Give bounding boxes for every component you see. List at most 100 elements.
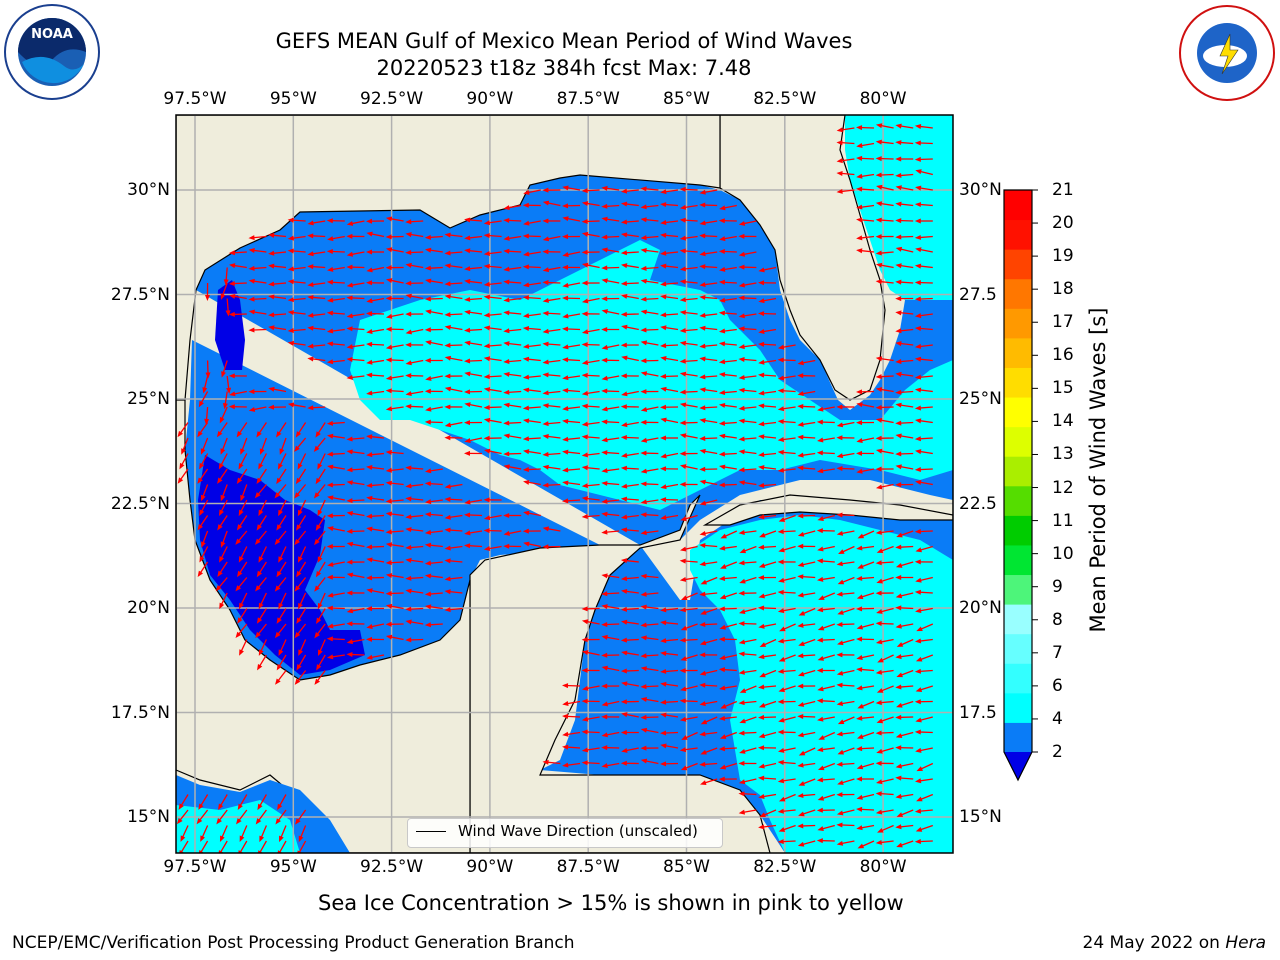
wind-wave-arrowhead — [346, 221, 354, 226]
wind-wave-arrowhead — [699, 189, 706, 195]
wind-wave-arrowhead — [836, 591, 843, 597]
wind-wave-arrowhead — [366, 526, 373, 532]
wind-wave-arrowhead — [179, 462, 185, 470]
wind-wave-arrowhead — [298, 835, 304, 843]
wind-wave-arrowhead — [405, 575, 412, 581]
wind-wave-arrowhead — [444, 355, 452, 361]
wind-wave-arrowhead — [817, 468, 824, 474]
colorbar-tick-label: 7 — [1052, 642, 1063, 663]
wind-wave-arrowhead — [562, 252, 569, 257]
wind-wave-arrowhead — [483, 528, 490, 534]
wind-wave-arrowhead — [601, 498, 608, 504]
wind-wave-arrowhead — [895, 296, 902, 302]
wind-wave-arrowhead — [856, 746, 863, 752]
wind-wave-arrowhead — [876, 184, 883, 190]
wind-wave-arrowhead — [464, 340, 471, 346]
wind-wave-arrowhead — [719, 205, 726, 211]
wind-wave-arrowhead — [699, 479, 706, 485]
wind-wave-arrowhead — [238, 602, 244, 610]
wind-wave-arrowhead — [895, 140, 902, 146]
wind-wave-arrowhead — [660, 343, 667, 349]
wind-wave-arrowhead — [816, 838, 823, 844]
wind-wave-arrowhead — [366, 557, 373, 563]
wind-wave-arrowhead — [562, 683, 569, 689]
wind-wave-arrowhead — [718, 606, 725, 612]
colorbar-segment — [1004, 426, 1032, 457]
wind-wave-arrowhead — [856, 636, 863, 642]
wind-wave-arrowhead — [542, 187, 549, 193]
wind-wave-arrowhead — [542, 390, 549, 396]
wind-wave-arrowhead — [298, 649, 303, 656]
wind-wave-arrowhead — [483, 294, 490, 300]
wind-wave-arrowhead — [838, 549, 845, 555]
wind-wave-arrowhead — [562, 731, 569, 737]
wind-wave-arrowhead — [276, 431, 282, 438]
wind-wave-arrowhead — [720, 703, 727, 709]
wind-wave-arrowhead — [759, 812, 766, 818]
wind-wave-arrowhead — [679, 481, 686, 487]
wind-wave-arrowhead — [699, 220, 706, 226]
wind-wave-arrowhead — [385, 216, 393, 222]
wind-wave-arrowhead — [503, 402, 510, 408]
wind-wave-arrowhead — [699, 640, 707, 646]
wind-wave-arrowhead — [778, 827, 786, 832]
wind-wave-arrowhead — [523, 189, 530, 195]
wind-wave-arrowhead — [464, 499, 471, 505]
wind-wave-arrowhead — [640, 309, 647, 315]
wind-wave-arrowhead — [581, 698, 588, 704]
wind-wave-arrowhead — [581, 729, 588, 735]
wind-wave-arrowhead — [836, 670, 844, 676]
wind-wave-arrowhead — [738, 560, 745, 566]
wind-wave-arrowhead — [758, 298, 765, 304]
wind-wave-arrowhead — [895, 185, 902, 191]
wind-wave-arrowhead — [601, 326, 608, 332]
wind-wave-arrowhead — [327, 495, 334, 501]
wind-wave-arrowhead — [660, 620, 667, 626]
wind-wave-arrowhead — [719, 236, 726, 242]
wind-wave-arrowhead — [258, 602, 264, 610]
wind-wave-arrowhead — [718, 359, 726, 365]
wind-wave-arrowhead — [738, 221, 746, 226]
wind-wave-arrowhead — [483, 325, 491, 331]
wind-wave-arrowhead — [778, 517, 786, 522]
wind-wave-arrowhead — [562, 449, 569, 455]
wind-wave-arrowhead — [483, 374, 490, 380]
wind-wave-arrowhead — [326, 605, 333, 611]
wind-wave-arrowhead — [522, 233, 529, 239]
wind-wave-arrowhead — [297, 509, 303, 517]
wind-wave-arrowhead — [601, 714, 608, 720]
wind-wave-arrowhead — [268, 294, 275, 300]
wind-wave-arrowhead — [836, 127, 843, 133]
wind-wave-arrowhead — [601, 216, 608, 222]
wind-wave-arrowhead — [758, 702, 766, 708]
wind-wave-arrowhead — [181, 448, 186, 455]
wind-wave-arrowhead — [385, 529, 392, 535]
wind-wave-arrowhead — [875, 621, 882, 627]
wind-wave-arrowhead — [581, 262, 589, 268]
wind-wave-arrowhead — [719, 594, 727, 600]
wind-wave-arrowhead — [798, 610, 806, 616]
colorbar-segment — [1004, 544, 1032, 576]
wind-wave-arrowhead — [237, 570, 243, 578]
wind-wave-arrowhead — [660, 712, 667, 718]
wind-wave-arrowhead — [738, 357, 745, 363]
lat-tick-label-right: 15°N — [959, 807, 1002, 827]
wind-wave-arrowhead — [660, 699, 667, 705]
wind-wave-arrowhead — [660, 761, 667, 767]
wind-wave-arrowhead — [759, 672, 766, 678]
wind-wave-arrowhead — [218, 462, 224, 470]
wind-wave-arrowhead — [915, 169, 922, 175]
wind-wave-arrowhead — [718, 636, 725, 642]
wind-wave-arrowhead — [503, 451, 510, 457]
wind-wave-arrowhead — [758, 623, 765, 629]
wind-wave-arrowhead — [542, 451, 549, 457]
wind-wave-arrowhead — [856, 389, 863, 395]
wind-wave-arrowhead — [915, 747, 922, 753]
wind-wave-arrowhead — [197, 430, 203, 438]
wind-wave-arrowhead — [581, 201, 589, 207]
wind-wave-arrowhead — [424, 591, 432, 597]
wind-wave-arrowhead — [798, 750, 806, 756]
wind-wave-arrowhead — [346, 357, 353, 363]
wind-wave-arrowhead — [875, 590, 882, 596]
sea-ice-note: Sea Ice Concentration > 15% is shown in … — [318, 891, 904, 915]
